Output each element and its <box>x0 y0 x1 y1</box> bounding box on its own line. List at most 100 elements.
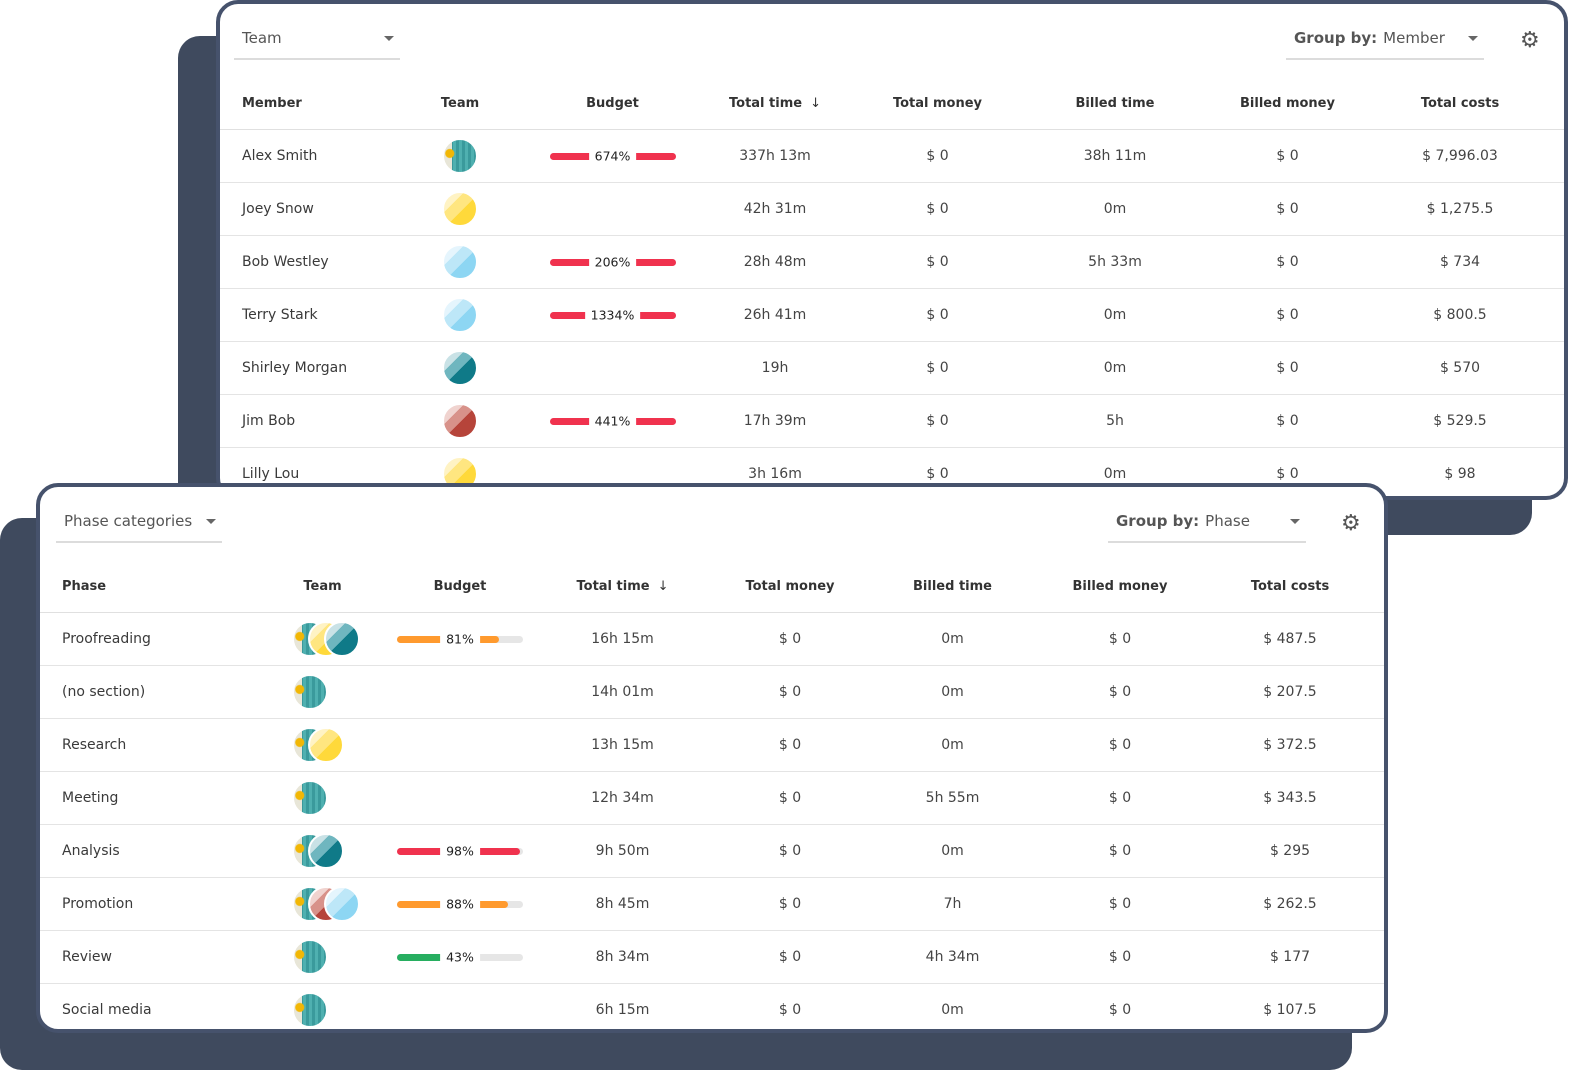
column-header-total-time[interactable]: Total time ↓ <box>535 579 710 594</box>
avatar-photo[interactable] <box>292 674 328 710</box>
row-name: (no section) <box>62 684 146 700</box>
phase-report-card: Phase categories Group by: Phase ⚙ Phase T… <box>36 483 1388 1033</box>
avatar-lightblue[interactable] <box>324 886 360 922</box>
avatar-darkteal[interactable] <box>308 833 344 869</box>
budget-progress-bar: 81% <box>397 629 523 649</box>
table-row[interactable]: Bob Westley 206% 28h 48m $ 0 5h 33m $ 0 $ 734 <box>220 236 1564 289</box>
billed-money: $ 0 <box>1276 466 1299 482</box>
column-header-billed-money[interactable]: Billed money <box>1240 95 1335 111</box>
table-row[interactable]: Alex Smith 674% 337h 13m $ 0 38h 11m $ 0 $ 7,9… <box>220 130 1564 183</box>
column-header-billed-time[interactable]: Billed time <box>913 578 992 594</box>
total-money: $ 0 <box>926 254 949 270</box>
table-row[interactable]: Analysis 98% 9h 50m $ 0 0m $ 0 $ 295 <box>40 825 1384 878</box>
column-header-budget[interactable]: Budget <box>586 95 639 111</box>
column-header-billed-money[interactable]: Billed money <box>1072 578 1168 594</box>
budget-cell: 441% <box>520 411 705 431</box>
total-time: 6h 15m <box>595 1002 650 1018</box>
member-table: Member Team Budget Total time ↓ Total money Bi… <box>220 77 1564 496</box>
total-time: 13h 15m <box>591 737 654 753</box>
avatar-red[interactable] <box>442 403 478 439</box>
table-row[interactable]: Meeting 12h 34m $ 0 5h 55m $ 0 $ 343.5 <box>40 772 1384 825</box>
billed-time: 5h 55m <box>925 790 980 806</box>
row-name: Analysis <box>62 843 120 859</box>
avatar-darkteal[interactable] <box>324 621 360 657</box>
avatar-photo[interactable] <box>292 939 328 975</box>
column-header-total-money[interactable]: Total money <box>745 578 835 594</box>
team-avatars <box>260 674 385 710</box>
column-header-total-costs[interactable]: Total costs <box>1250 578 1330 594</box>
column-header-team[interactable]: Team <box>303 578 342 594</box>
team-avatars <box>400 191 520 227</box>
column-header-total-money[interactable]: Total money <box>892 95 983 111</box>
member-report-card: Team Group by: Member ⚙ Member Team Budget T… <box>216 0 1568 500</box>
table-row[interactable]: Shirley Morgan 19h $ 0 0m $ 0 $ 570 <box>220 342 1564 395</box>
team-avatars <box>260 886 385 922</box>
total-money: $ 0 <box>778 631 802 647</box>
column-header-total-costs[interactable]: Total costs <box>1420 95 1500 111</box>
avatar-photo[interactable] <box>292 780 328 816</box>
table-row[interactable]: Research 13h 15m $ 0 0m $ 0 $ 372.5 <box>40 719 1384 772</box>
billed-time: 0m <box>1103 201 1127 217</box>
total-time: 9h 50m <box>595 843 650 859</box>
column-header-member[interactable]: Member <box>242 95 302 111</box>
total-costs: $ 177 <box>1269 949 1311 965</box>
table-row[interactable]: Promotion 88% 8h 45m $ 0 7h $ 0 $ 262.5 <box>40 878 1384 931</box>
billed-money: $ 0 <box>1108 684 1132 700</box>
phase-table: Phase Team Budget Total time ↓ Total money Bil… <box>40 560 1384 1029</box>
group-by-dropdown[interactable]: Group by: Phase <box>1108 505 1306 543</box>
column-header-billed-time[interactable]: Billed time <box>1075 95 1155 111</box>
team-filter-dropdown[interactable]: Team <box>234 22 400 60</box>
table-row[interactable]: Review 43% 8h 34m $ 0 4h 34m $ 0 $ 177 <box>40 931 1384 984</box>
budget-progress-bar: 88% <box>397 894 523 914</box>
billed-time: 0m <box>1103 360 1127 376</box>
table-row[interactable]: Social media 6h 15m $ 0 0m $ 0 $ 107.5 <box>40 984 1384 1029</box>
avatar-darkteal[interactable] <box>442 350 478 386</box>
total-costs: $ 570 <box>1439 360 1481 376</box>
table-row[interactable]: Joey Snow 42h 31m $ 0 0m $ 0 $ 1,275.5 <box>220 183 1564 236</box>
billed-time: 38h 11m <box>1083 148 1147 164</box>
total-time: 3h 16m <box>748 466 802 482</box>
budget-percent: 98% <box>440 841 480 861</box>
team-cell <box>260 992 385 1028</box>
billed-time: 0m <box>1103 307 1127 323</box>
column-header-total-time[interactable]: Total time ↓ <box>705 96 845 111</box>
total-money: $ 0 <box>778 949 802 965</box>
team-avatars <box>260 780 385 816</box>
team-avatars <box>260 939 385 975</box>
team-avatars <box>260 833 385 869</box>
gear-icon[interactable]: ⚙ <box>1341 511 1361 536</box>
budget-percent: 1334% <box>584 305 641 325</box>
avatar-yellow[interactable] <box>442 191 478 227</box>
total-money: $ 0 <box>778 790 802 806</box>
group-by-dropdown[interactable]: Group by: Member <box>1286 22 1484 60</box>
column-header-phase[interactable]: Phase <box>62 578 107 594</box>
column-header-budget[interactable]: Budget <box>433 578 487 594</box>
team-cell <box>260 833 385 869</box>
avatar-lightblue[interactable] <box>442 244 478 280</box>
table-row[interactable]: (no section) 14h 01m $ 0 0m $ 0 $ 207.5 <box>40 666 1384 719</box>
gear-icon[interactable]: ⚙ <box>1520 28 1540 53</box>
avatar-photo[interactable] <box>292 992 328 1028</box>
budget-progress-bar: 206% <box>549 252 676 272</box>
team-cell <box>260 727 385 763</box>
phase-categories-dropdown[interactable]: Phase categories <box>56 505 222 543</box>
table-row[interactable]: Jim Bob 441% 17h 39m $ 0 5h $ 0 $ 529.5 <box>220 395 1564 448</box>
caret-down-icon <box>1468 35 1478 41</box>
billed-money: $ 0 <box>1108 949 1132 965</box>
total-time: 14h 01m <box>591 684 654 700</box>
total-time: 12h 34m <box>591 790 654 806</box>
table-row[interactable]: Proofreading 81% 16h 15m $ 0 0m $ 0 $ 487.5 <box>40 613 1384 666</box>
table-row[interactable]: Lilly Lou 3h 16m $ 0 0m $ 0 $ 98 <box>220 448 1564 496</box>
column-header-team[interactable]: Team <box>440 95 480 111</box>
avatar-yellow[interactable] <box>308 727 344 763</box>
row-name: Shirley Morgan <box>242 360 348 376</box>
total-time: 8h 34m <box>595 949 650 965</box>
team-avatars <box>400 138 520 174</box>
table-row[interactable]: Terry Stark 1334% 26h 41m $ 0 0m $ 0 $ 800.5 <box>220 289 1564 342</box>
row-name: Social media <box>62 1002 152 1018</box>
avatar-photo[interactable] <box>442 138 478 174</box>
avatar-lightblue[interactable] <box>442 297 478 333</box>
row-name: Research <box>62 737 127 753</box>
team-avatars <box>400 403 520 439</box>
billed-time: 0m <box>1103 466 1127 482</box>
